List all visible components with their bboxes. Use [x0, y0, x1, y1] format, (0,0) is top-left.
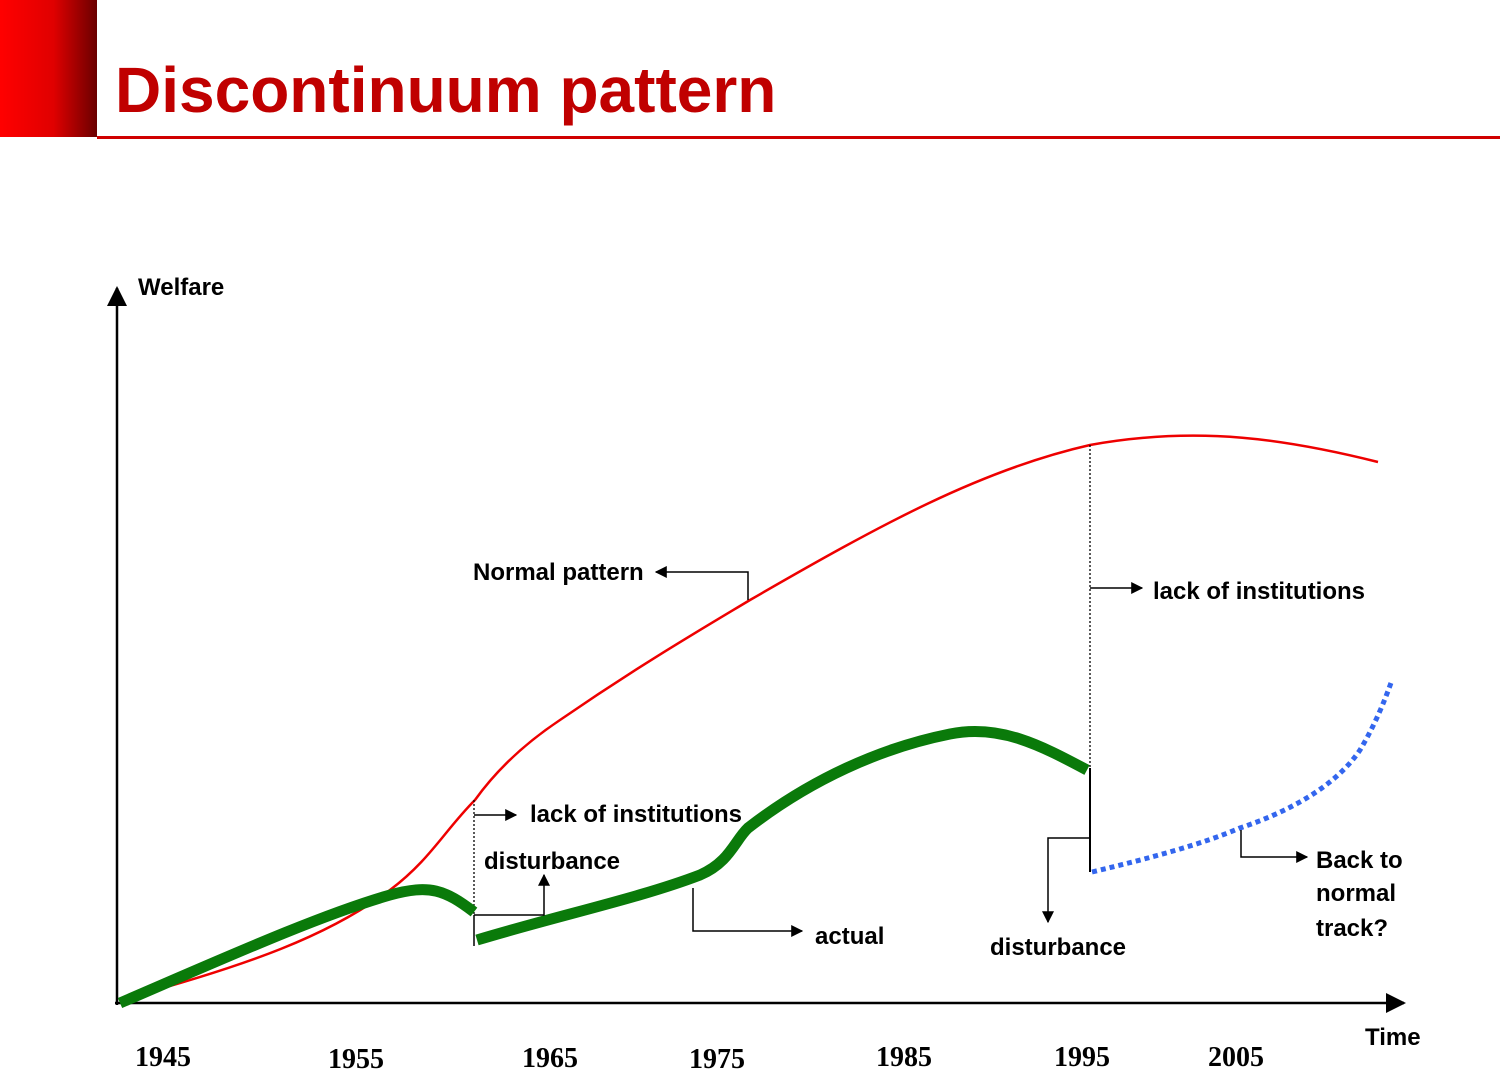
annotation: track?	[1316, 915, 1388, 942]
year-label: 1995	[1054, 1042, 1110, 1073]
year-label: 1945	[135, 1042, 191, 1073]
annotation: disturbance	[484, 848, 620, 875]
slide-title: Discontinuum pattern	[115, 54, 776, 126]
year-label: 2005	[1208, 1042, 1264, 1073]
accent-bar	[0, 0, 97, 137]
actual-curve	[475, 725, 1090, 946]
annotation: disturbance	[990, 934, 1126, 961]
annotation: lack of institutions	[1153, 578, 1365, 605]
year-label: 1975	[689, 1044, 745, 1075]
annotation: Normal pattern	[473, 559, 644, 586]
year-label: 1955	[328, 1044, 384, 1075]
connector	[1240, 830, 1309, 863]
actual-curve	[117, 884, 478, 1009]
connector	[474, 873, 550, 916]
normal-curve	[119, 434, 1379, 1002]
year-label: 1985	[876, 1042, 932, 1073]
y-axis-label: Welfare	[138, 274, 224, 301]
connector	[692, 888, 804, 937]
connector	[1042, 837, 1090, 924]
x-axis-label: Time	[1365, 1024, 1421, 1051]
annotation: Back to	[1316, 847, 1403, 874]
year-label: 1965	[522, 1043, 578, 1074]
annotation: normal	[1316, 880, 1396, 907]
annotation: actual	[815, 923, 884, 950]
connector	[654, 566, 749, 600]
recovery-curve	[1091, 679, 1395, 875]
annotation: lack of institutions	[530, 801, 742, 828]
